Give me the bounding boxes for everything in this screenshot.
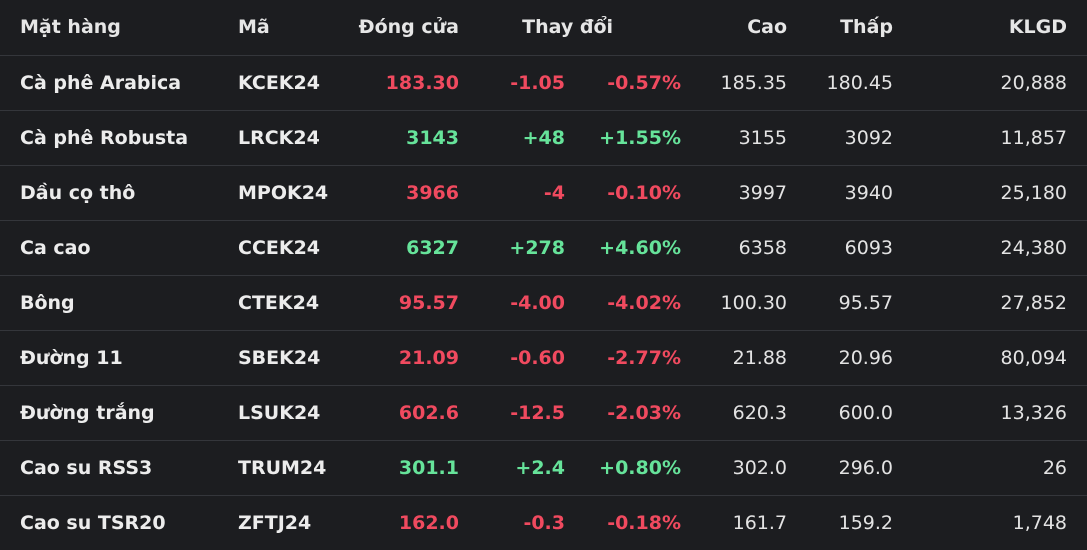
trade-volume: 27,852 [1000, 291, 1068, 314]
trade-volume: 1,748 [1012, 511, 1068, 534]
low-price: 600.0 [838, 401, 894, 424]
table-header: Mặt hàng Mã Đóng cửa Thay đổi Cao Thấp K… [0, 0, 1087, 55]
header-name[interactable]: Mặt hàng [20, 16, 121, 39]
commodity-name: Cà phê Robusta [20, 126, 189, 149]
price-change: -12.5 [510, 401, 565, 424]
commodity-name: Dầu cọ thô [20, 181, 136, 204]
close-price: 301.1 [398, 456, 459, 479]
trade-volume: 20,888 [1000, 71, 1068, 94]
commodity-name: Cao su TSR20 [20, 511, 166, 534]
low-price: 180.45 [826, 71, 894, 94]
high-price: 302.0 [732, 456, 788, 479]
header-close[interactable]: Đóng cửa [358, 16, 459, 39]
close-price: 6327 [406, 236, 459, 259]
percent-change: -0.57% [607, 71, 682, 94]
trade-volume: 26 [1042, 456, 1068, 479]
percent-change: +0.80% [599, 456, 682, 479]
close-price: 21.09 [398, 346, 459, 369]
high-price: 100.30 [720, 291, 788, 314]
commodity-code: KCEK24 [238, 71, 320, 94]
percent-change: -2.77% [607, 346, 682, 369]
table-row[interactable]: Đường 11 SBEK24 21.09 -0.60 -2.77% 21.88… [0, 330, 1087, 385]
low-price: 3092 [844, 126, 894, 149]
commodity-code: MPOK24 [238, 181, 329, 204]
trade-volume: 13,326 [1000, 401, 1068, 424]
low-price: 20.96 [838, 346, 894, 369]
price-change: -1.05 [510, 71, 565, 94]
high-price: 161.7 [732, 511, 788, 534]
commodity-code: SBEK24 [238, 346, 321, 369]
high-price: 620.3 [732, 401, 788, 424]
price-change: -0.60 [510, 346, 565, 369]
percent-change: -0.18% [607, 511, 682, 534]
table-row[interactable]: Cao su RSS3 TRUM24 301.1 +2.4 +0.80% 302… [0, 440, 1087, 495]
trade-volume: 11,857 [1000, 126, 1068, 149]
commodity-name: Ca cao [20, 236, 91, 259]
header-low[interactable]: Thấp [840, 16, 894, 39]
close-price: 183.30 [385, 71, 459, 94]
percent-change: -0.10% [607, 181, 682, 204]
trade-volume: 80,094 [1000, 346, 1068, 369]
commodity-code: LSUK24 [238, 401, 321, 424]
high-price: 185.35 [720, 71, 788, 94]
trade-volume: 24,380 [1000, 236, 1068, 259]
table-row[interactable]: Bông CTEK24 95.57 -4.00 -4.02% 100.30 95… [0, 275, 1087, 330]
header-high[interactable]: Cao [747, 16, 788, 39]
low-price: 296.0 [838, 456, 894, 479]
price-change: -4.00 [510, 291, 565, 314]
price-change: -4 [543, 181, 565, 204]
low-price: 6093 [844, 236, 894, 259]
price-change: -0.3 [523, 511, 565, 534]
percent-change: -2.03% [607, 401, 682, 424]
percent-change: +1.55% [599, 126, 682, 149]
price-change: +278 [509, 236, 565, 259]
commodity-code: TRUM24 [238, 456, 327, 479]
table-body: Cà phê Arabica KCEK24 183.30 -1.05 -0.57… [0, 55, 1087, 550]
close-price: 3143 [406, 126, 459, 149]
commodity-code: CCEK24 [238, 236, 321, 259]
table-row[interactable]: Ca cao CCEK24 6327 +278 +4.60% 6358 6093… [0, 220, 1087, 275]
commodity-name: Đường 11 [20, 346, 123, 369]
commodity-name: Đường trắng [20, 401, 155, 424]
price-change: +48 [522, 126, 565, 149]
percent-change: +4.60% [599, 236, 682, 259]
header-row: Mặt hàng Mã Đóng cửa Thay đổi Cao Thấp K… [0, 0, 1087, 55]
low-price: 95.57 [838, 291, 894, 314]
table-row[interactable]: Cà phê Robusta LRCK24 3143 +48 +1.55% 31… [0, 110, 1087, 165]
commodity-name: Cà phê Arabica [20, 71, 182, 94]
commodity-code: CTEK24 [238, 291, 320, 314]
low-price: 159.2 [838, 511, 894, 534]
header-volume[interactable]: KLGD [1008, 16, 1068, 39]
table-row[interactable]: Cao su TSR20 ZFTJ24 162.0 -0.3 -0.18% 16… [0, 495, 1087, 550]
header-change[interactable]: Thay đổi [522, 16, 614, 39]
trade-volume: 25,180 [1000, 181, 1068, 204]
commodity-name: Bông [20, 291, 75, 314]
table-row[interactable]: Dầu cọ thô MPOK24 3966 -4 -0.10% 3997 39… [0, 165, 1087, 220]
commodity-name: Cao su RSS3 [20, 456, 153, 479]
price-change: +2.4 [515, 456, 565, 479]
table-row[interactable]: Cà phê Arabica KCEK24 183.30 -1.05 -0.57… [0, 55, 1087, 110]
close-price: 95.57 [398, 291, 459, 314]
high-price: 21.88 [732, 346, 788, 369]
close-price: 602.6 [398, 401, 459, 424]
low-price: 3940 [844, 181, 894, 204]
high-price: 3997 [738, 181, 788, 204]
commodity-code: ZFTJ24 [238, 511, 312, 534]
percent-change: -4.02% [607, 291, 682, 314]
close-price: 3966 [406, 181, 459, 204]
close-price: 162.0 [398, 511, 459, 534]
high-price: 6358 [738, 236, 788, 259]
header-code[interactable]: Mã [238, 16, 270, 39]
table-row[interactable]: Đường trắng LSUK24 602.6 -12.5 -2.03% 62… [0, 385, 1087, 440]
commodity-code: LRCK24 [238, 126, 320, 149]
high-price: 3155 [738, 126, 788, 149]
